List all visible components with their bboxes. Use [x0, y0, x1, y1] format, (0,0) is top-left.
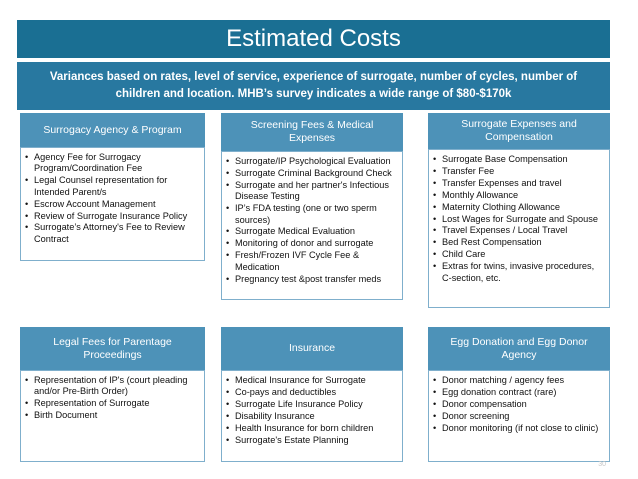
list-item: Transfer Expenses and travel: [433, 178, 605, 189]
card-list: Agency Fee for Surrogacy Program/Coordin…: [25, 152, 200, 245]
list-item: Donor matching / agency fees: [433, 375, 605, 386]
list-item: Bed Rest Compensation: [433, 237, 605, 248]
list-item: Legal Counsel representation for Intende…: [25, 175, 200, 198]
list-item: Egg donation contract (rare): [433, 387, 605, 398]
list-item: Representation of Surrogate: [25, 398, 200, 409]
card-egg-donation: Egg Donation and Egg Donor Agency Donor …: [428, 327, 610, 462]
card-body: Surrogate/IP Psychological Evaluation Su…: [221, 151, 403, 300]
list-item: Escrow Account Management: [25, 199, 200, 210]
card-surrogate-expenses: Surrogate Expenses and Compensation Surr…: [428, 113, 610, 308]
card-list: Medical Insurance for Surrogate Co-pays …: [226, 375, 398, 446]
card-body: Agency Fee for Surrogacy Program/Coordin…: [20, 147, 205, 261]
list-item: Review of Surrogate Insurance Policy: [25, 211, 200, 222]
list-item: Maternity Clothing Allowance: [433, 202, 605, 213]
list-item: Surrogate’s Attorney's Fee to Review Con…: [25, 222, 200, 245]
card-insurance: Insurance Medical Insurance for Surrogat…: [221, 327, 403, 462]
slide-subtitle: Variances based on rates, level of servi…: [17, 62, 610, 110]
card-screening-fees: Screening Fees & Medical Expenses Surrog…: [221, 113, 403, 300]
list-item: Surrogate Medical Evaluation: [226, 226, 398, 237]
list-item: Surrogate/IP Psychological Evaluation: [226, 156, 398, 167]
list-item: Transfer Fee: [433, 166, 605, 177]
list-item: Donor screening: [433, 411, 605, 422]
list-item: Representation of IP's (court pleading a…: [25, 375, 200, 398]
list-item: Co-pays and deductibles: [226, 387, 398, 398]
list-item: Surrogate Life Insurance Policy: [226, 399, 398, 410]
card-heading: Egg Donation and Egg Donor Agency: [428, 327, 610, 370]
card-list: Surrogate/IP Psychological Evaluation Su…: [226, 156, 398, 285]
card-heading: Surrogate Expenses and Compensation: [428, 113, 610, 149]
card-body: Surrogate Base Compensation Transfer Fee…: [428, 149, 610, 308]
card-list: Donor matching / agency fees Egg donatio…: [433, 375, 605, 434]
card-legal-fees: Legal Fees for Parentage Proceedings Rep…: [20, 327, 205, 462]
card-list: Representation of IP's (court pleading a…: [25, 375, 200, 422]
list-item: Fresh/Frozen IVF Cycle Fee & Medication: [226, 250, 398, 273]
slide-title: Estimated Costs: [17, 20, 610, 58]
list-item: Donor monitoring (if not close to clinic…: [433, 423, 605, 434]
card-body: Medical Insurance for Surrogate Co-pays …: [221, 370, 403, 462]
list-item: Surrogate's Estate Planning: [226, 435, 398, 446]
list-item: Surrogate Criminal Background Check: [226, 168, 398, 179]
list-item: Travel Expenses / Local Travel: [433, 225, 605, 236]
card-heading: Surrogacy Agency & Program: [20, 113, 205, 147]
page-number: 30: [598, 461, 606, 468]
list-item: Child Care: [433, 249, 605, 260]
list-item: Lost Wages for Surrogate and Spouse: [433, 214, 605, 225]
list-item: Monthly Allowance: [433, 190, 605, 201]
list-item: Birth Document: [25, 410, 200, 421]
list-item: Health Insurance for born children: [226, 423, 398, 434]
list-item: Monitoring of donor and surrogate: [226, 238, 398, 249]
card-surrogacy-agency: Surrogacy Agency & Program Agency Fee fo…: [20, 113, 205, 261]
card-list: Surrogate Base Compensation Transfer Fee…: [433, 154, 605, 284]
list-item: Surrogate and her partner's Infectious D…: [226, 180, 398, 203]
list-item: Medical Insurance for Surrogate: [226, 375, 398, 386]
card-body: Representation of IP's (court pleading a…: [20, 370, 205, 462]
card-heading: Legal Fees for Parentage Proceedings: [20, 327, 205, 370]
card-body: Donor matching / agency fees Egg donatio…: [428, 370, 610, 462]
list-item: Donor compensation: [433, 399, 605, 410]
list-item: Extras for twins, invasive procedures, C…: [433, 261, 605, 284]
card-heading: Insurance: [221, 327, 403, 370]
list-item: Pregnancy test &post transfer meds: [226, 274, 398, 285]
list-item: Disability Insurance: [226, 411, 398, 422]
list-item: Surrogate Base Compensation: [433, 154, 605, 165]
list-item: IP’s FDA testing (one or two sperm sourc…: [226, 203, 398, 226]
list-item: Agency Fee for Surrogacy Program/Coordin…: [25, 152, 200, 175]
card-heading: Screening Fees & Medical Expenses: [221, 113, 403, 151]
